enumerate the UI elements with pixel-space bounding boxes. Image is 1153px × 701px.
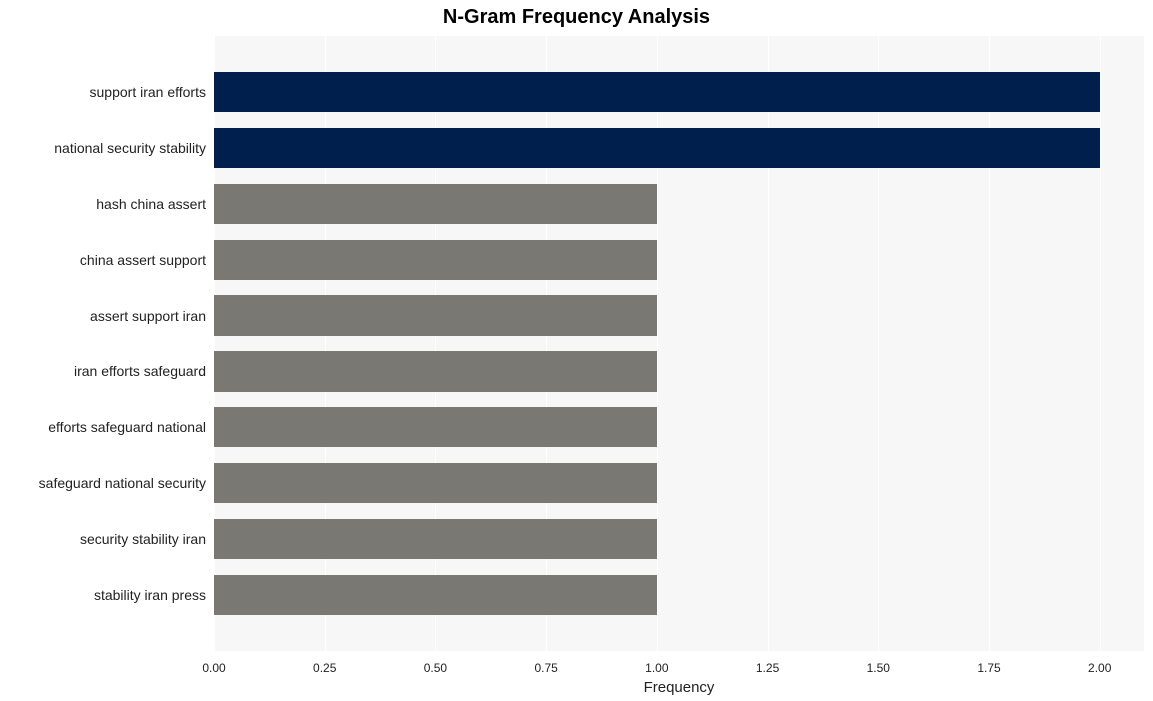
plot-area: Frequency 0.000.250.500.751.001.251.501.…: [214, 36, 1144, 651]
bar-fill: [214, 295, 657, 335]
y-tick-label: safeguard national security: [39, 475, 214, 491]
ngram-frequency-chart: N-Gram Frequency Analysis Frequency 0.00…: [0, 0, 1153, 701]
y-tick-label: security stability iran: [80, 531, 214, 547]
bar-fill: [214, 575, 657, 615]
x-tick-label: 1.50: [867, 651, 890, 675]
bar: [214, 575, 657, 615]
bar-fill: [214, 463, 657, 503]
grid-line: [1100, 36, 1101, 651]
x-tick-label: 0.25: [313, 651, 336, 675]
y-tick-label: support iran efforts: [90, 84, 214, 100]
bar-fill: [214, 351, 657, 391]
bar: [214, 351, 657, 391]
bar-fill: [214, 240, 657, 280]
x-tick-label: 0.50: [424, 651, 447, 675]
bar: [214, 184, 657, 224]
bar: [214, 519, 657, 559]
bar: [214, 240, 657, 280]
bar: [214, 463, 657, 503]
x-tick-label: 0.75: [534, 651, 557, 675]
bar-fill: [214, 184, 657, 224]
x-tick-label: 1.00: [645, 651, 668, 675]
y-tick-label: national security stability: [54, 140, 214, 156]
bar: [214, 295, 657, 335]
bar-fill: [214, 72, 1100, 112]
y-tick-label: china assert support: [80, 252, 214, 268]
x-tick-label: 0.00: [202, 651, 225, 675]
y-tick-label: efforts safeguard national: [48, 419, 214, 435]
bar-fill: [214, 407, 657, 447]
y-tick-label: iran efforts safeguard: [74, 363, 214, 379]
x-tick-label: 1.75: [977, 651, 1000, 675]
bar-fill: [214, 519, 657, 559]
y-tick-label: stability iran press: [94, 587, 214, 603]
bar: [214, 72, 1100, 112]
x-axis-title: Frequency: [644, 679, 715, 696]
bar: [214, 407, 657, 447]
bar: [214, 128, 1100, 168]
y-tick-label: hash china assert: [96, 196, 214, 212]
x-tick-label: 2.00: [1088, 651, 1111, 675]
y-tick-label: assert support iran: [90, 308, 214, 324]
x-tick-label: 1.25: [756, 651, 779, 675]
chart-title: N-Gram Frequency Analysis: [0, 6, 1153, 29]
bar-fill: [214, 128, 1100, 168]
